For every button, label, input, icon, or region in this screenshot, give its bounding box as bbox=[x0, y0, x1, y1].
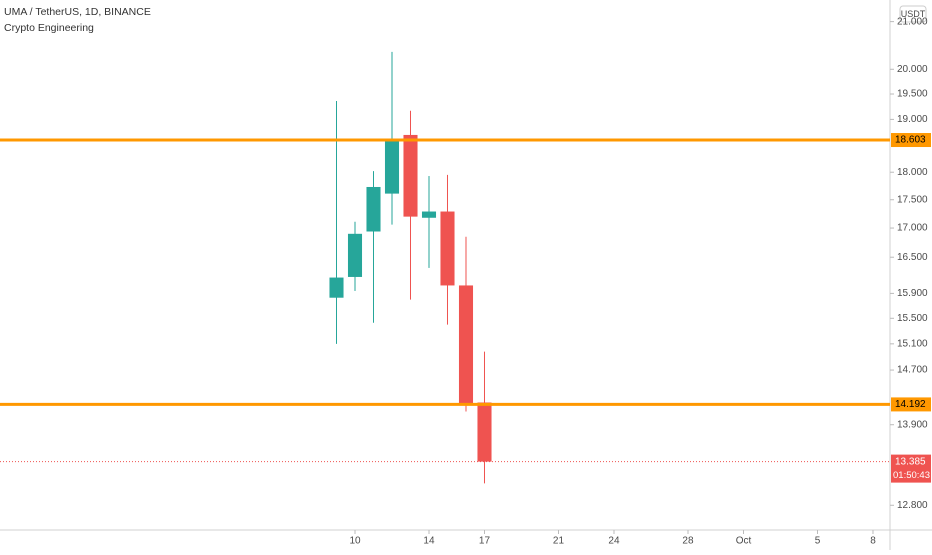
x-tick-label: 14 bbox=[423, 536, 435, 547]
y-tick-label: 15.100 bbox=[897, 338, 928, 349]
y-tick-label: 18.000 bbox=[897, 167, 928, 178]
y-tick-label: 13.900 bbox=[897, 419, 928, 430]
y-tick-label: 21.000 bbox=[897, 16, 928, 27]
y-tick-label: 20.000 bbox=[897, 64, 928, 75]
x-tick-label: 21 bbox=[553, 536, 565, 547]
y-tick-label: 19.500 bbox=[897, 89, 928, 100]
candle-body bbox=[403, 134, 418, 217]
candle-body bbox=[384, 140, 400, 194]
last-price-bg bbox=[891, 454, 931, 483]
x-tick-label: 28 bbox=[682, 536, 694, 547]
chart-title: UMA / TetherUS, 1D, BINANCE bbox=[4, 6, 151, 18]
x-tick-label: Oct bbox=[736, 536, 752, 547]
candle-body bbox=[329, 277, 344, 298]
y-tick-label: 12.800 bbox=[897, 500, 928, 511]
indicator-name: Crypto Engineering bbox=[4, 22, 94, 34]
x-tick-label: 17 bbox=[479, 536, 491, 547]
level-label: 18.603 bbox=[895, 135, 926, 146]
candle-body bbox=[421, 211, 437, 218]
y-tick-label: 14.700 bbox=[897, 365, 928, 376]
currency-button[interactable] bbox=[899, 5, 927, 23]
level-label: 14.192 bbox=[895, 399, 926, 410]
candle-body bbox=[477, 402, 492, 462]
y-tick-label: 17.500 bbox=[897, 194, 928, 205]
y-tick-label: 19.000 bbox=[897, 114, 928, 125]
level-label-bg bbox=[891, 397, 931, 412]
candle-body bbox=[440, 211, 455, 286]
x-tick-label: 24 bbox=[608, 536, 620, 547]
x-tick-label: 5 bbox=[815, 536, 821, 547]
y-tick-label: 15.500 bbox=[897, 313, 928, 324]
candle-body bbox=[458, 285, 474, 405]
currency-label[interactable]: USDT bbox=[901, 9, 926, 19]
candle-body bbox=[366, 186, 381, 232]
countdown-label: 01:50:43 bbox=[893, 470, 930, 481]
y-tick-label: 16.500 bbox=[897, 252, 928, 263]
y-tick-label: 15.900 bbox=[897, 288, 928, 299]
y-tick-label: 17.000 bbox=[897, 223, 928, 234]
last-price-label: 13.385 bbox=[895, 456, 926, 467]
level-label-bg bbox=[891, 133, 931, 148]
x-tick-label: 10 bbox=[349, 536, 361, 547]
x-tick-label: 8 bbox=[870, 536, 876, 547]
candle-body bbox=[347, 233, 363, 277]
